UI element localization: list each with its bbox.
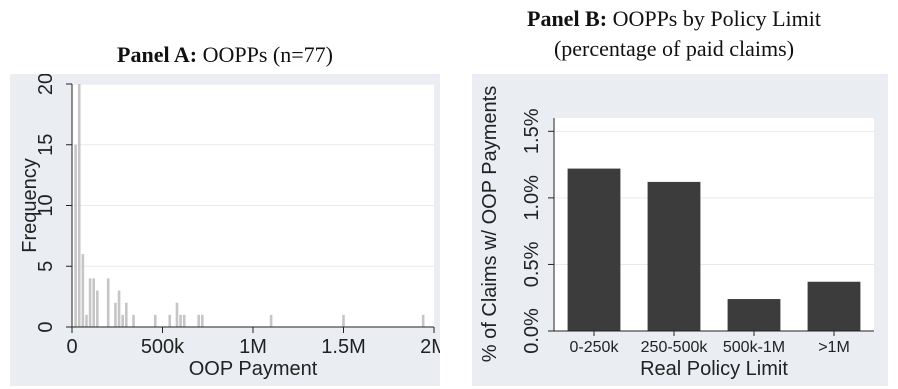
panel-a-bar bbox=[106, 278, 110, 327]
panel-a-bar bbox=[114, 302, 117, 327]
panel-a-y-tick-label: 5 bbox=[35, 261, 57, 272]
panel-a-x-tick-label: 2M bbox=[420, 336, 440, 358]
panel-a-bar bbox=[197, 314, 201, 327]
panel-b-x-tick-label: 250-500k bbox=[641, 339, 709, 356]
panel-b-y-tick-label: 0.5% bbox=[521, 241, 543, 287]
panel-b-y-tick-label: 0.0% bbox=[521, 308, 543, 354]
panel-b-x-tick-label: 500k-1M bbox=[723, 339, 785, 356]
panel-a-bar bbox=[88, 278, 92, 327]
panel-a-bar bbox=[132, 314, 135, 327]
panel-a-x-tick-label: 1.5M bbox=[321, 336, 365, 358]
panel-b-bar-chart: 0.0% 0.5% 1.0% 1.5% 0-250k 250-500k 500k-1M >1M… bbox=[472, 74, 888, 386]
panel-a-bar bbox=[121, 314, 124, 327]
panel-a-bar bbox=[85, 314, 88, 327]
panel-a-y-axis-label: Frequency bbox=[19, 158, 41, 253]
panel-a-bar bbox=[201, 314, 204, 327]
panel-a-y-tick-label: 0 bbox=[35, 321, 57, 332]
panel-b-bar bbox=[567, 168, 621, 331]
panel-a-bar bbox=[175, 302, 179, 327]
panel-a-y-tick-label: 20 bbox=[35, 74, 57, 95]
panel-a-histogram: 0 5 10 15 20 0 500k 1M 1.5M 2M OOP Payment Frequenc… bbox=[10, 74, 440, 386]
panel-a-x-axis-label: OOP Payment bbox=[189, 358, 318, 380]
panel-a-bar bbox=[124, 302, 128, 327]
panel-b-bar bbox=[727, 299, 781, 331]
panel-a-bar bbox=[342, 314, 345, 327]
panel-b-x-axis-label: Real Policy Limit bbox=[640, 358, 788, 380]
panel-a-bar bbox=[179, 314, 182, 327]
panel-a-y-tick-label: 15 bbox=[35, 134, 57, 156]
panel-a-bar bbox=[182, 314, 186, 327]
panel-a-bar bbox=[117, 290, 121, 327]
panel-b-title-line-1: Panel B: OOPPs by Policy Limit bbox=[450, 4, 898, 34]
panel-b-y-tick-label: 1.5% bbox=[521, 108, 543, 154]
panel-a-bar bbox=[74, 144, 77, 327]
panel-b-y-tick-label: 1.0% bbox=[521, 175, 543, 221]
panel-a-bar bbox=[81, 254, 85, 327]
panel-a-title-text: OOPPs (n=77) bbox=[202, 42, 333, 67]
panel-b-x-tick-label: 0-250k bbox=[570, 339, 620, 356]
panel-a-bar bbox=[421, 314, 425, 327]
panel-a-label: Panel A: bbox=[117, 42, 198, 67]
panel-b-label: Panel B: bbox=[527, 6, 608, 31]
panel-b-title-line-2: (percentage of paid claims) bbox=[553, 36, 795, 61]
panel-a-x-tick-label: 1M bbox=[239, 336, 267, 358]
panel-a-bar bbox=[153, 314, 157, 327]
panel-a-bar bbox=[168, 314, 172, 327]
panel-a-bar bbox=[92, 278, 96, 327]
panel-b-bar bbox=[807, 281, 861, 331]
panel-a-bar bbox=[77, 84, 81, 327]
panel-a-bar bbox=[96, 290, 99, 327]
panel-b-y-axis-label: % of Claims w/ OOP Payments bbox=[479, 86, 501, 362]
panel-a-bar bbox=[269, 314, 273, 327]
panel-b-bar bbox=[647, 181, 701, 331]
panel-b-title: Panel B: OOPPs by Policy Limit (percenta… bbox=[450, 4, 898, 64]
panel-b-x-tick-label: >1M bbox=[818, 339, 850, 356]
panel-a-x-tick-label: 500k bbox=[141, 336, 185, 358]
panel-b-title-text: OOPPs by Policy Limit bbox=[612, 6, 821, 31]
panel-a-y-tick-label: 10 bbox=[35, 194, 57, 216]
panel-a-x-tick-label: 0 bbox=[66, 336, 77, 358]
panel-a-title: Panel A: OOPPs (n=77) bbox=[0, 40, 450, 70]
